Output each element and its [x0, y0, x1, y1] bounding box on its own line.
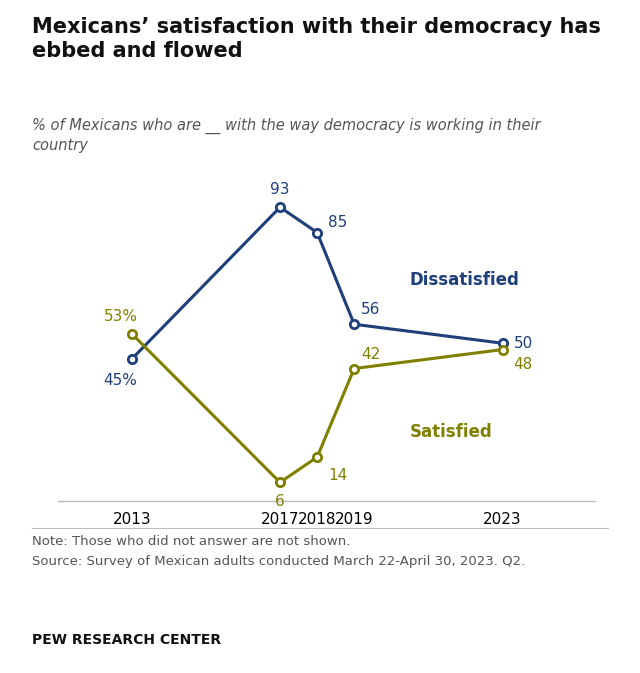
Text: Source: Survey of Mexican adults conducted March 22-April 30, 2023. Q2.: Source: Survey of Mexican adults conduct…: [32, 555, 525, 568]
Text: % of Mexicans who are __ with the way democracy is working in their
country: % of Mexicans who are __ with the way de…: [32, 118, 541, 153]
Text: Mexicans’ satisfaction with their democracy has
ebbed and flowed: Mexicans’ satisfaction with their democr…: [32, 17, 601, 61]
Text: Note: Those who did not answer are not shown.: Note: Those who did not answer are not s…: [32, 535, 350, 548]
Text: 48: 48: [514, 357, 533, 371]
Text: 45%: 45%: [104, 373, 138, 388]
Text: 50: 50: [514, 336, 533, 351]
Text: 93: 93: [270, 182, 290, 197]
Text: 14: 14: [328, 468, 348, 483]
Text: 6: 6: [275, 493, 285, 509]
Text: Dissatisfied: Dissatisfied: [410, 271, 520, 289]
Text: 85: 85: [328, 215, 348, 229]
Text: PEW RESEARCH CENTER: PEW RESEARCH CENTER: [32, 633, 221, 647]
Text: Satisfied: Satisfied: [410, 423, 493, 441]
Text: 56: 56: [361, 302, 381, 317]
Text: 42: 42: [361, 347, 380, 361]
Text: 53%: 53%: [104, 309, 138, 324]
